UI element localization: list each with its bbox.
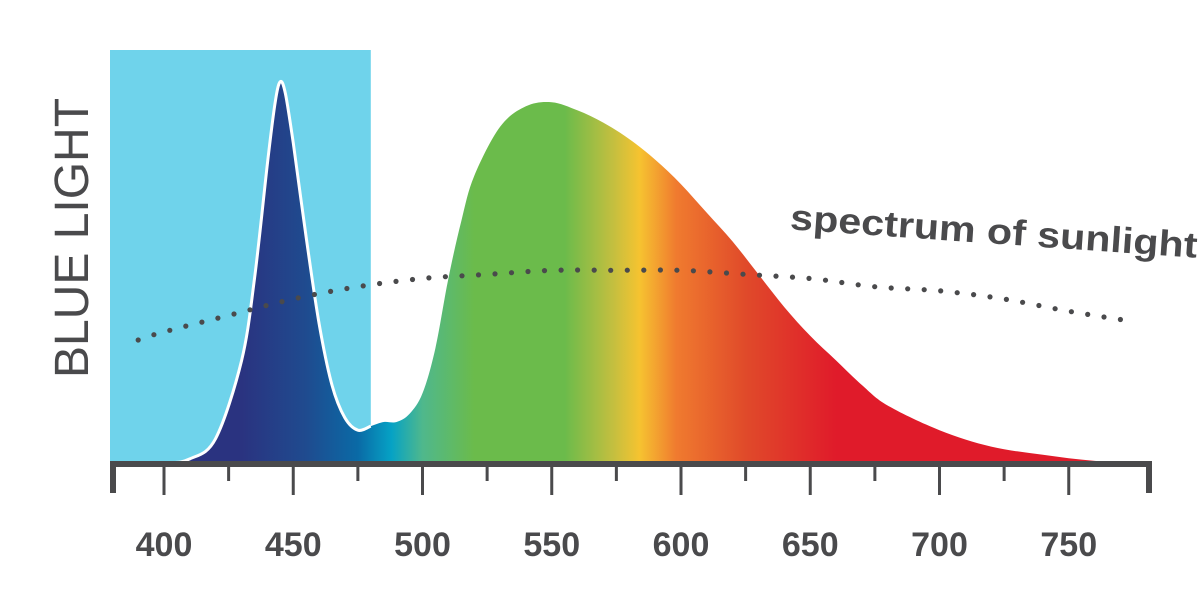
x-axis — [110, 461, 1152, 495]
sunlight-dot — [839, 279, 845, 286]
x-tick-label: 650 — [782, 526, 839, 564]
sunlight-dot — [773, 273, 779, 279]
sunlight-dot — [393, 278, 399, 284]
sunlight-annotation: spectrum of sunlight — [789, 196, 1199, 265]
sunlight-dot — [806, 275, 812, 281]
sunlight-dot — [1117, 316, 1123, 323]
sunlight-dot — [199, 319, 205, 325]
sunlight-dot — [575, 267, 581, 273]
sunlight-dot — [167, 327, 173, 333]
sunlight-dot — [1036, 302, 1042, 309]
sunlight-dotted-line — [135, 267, 1123, 343]
sunlight-dot — [657, 267, 664, 273]
sunlight-dot — [183, 323, 189, 329]
sunlight-dot — [740, 271, 746, 277]
sunlight-dot — [624, 267, 630, 273]
sunlight-dot — [855, 282, 861, 288]
sunlight-dot — [1085, 311, 1091, 317]
sunlight-dot — [608, 267, 614, 273]
sunlight-dot — [311, 291, 317, 298]
sunlight-dot — [541, 268, 548, 274]
y-axis-label: BLUE LIGHT — [46, 98, 99, 378]
sunlight-dot — [690, 268, 697, 274]
sunlight-dot — [707, 269, 713, 275]
sunlight-dot — [674, 267, 680, 273]
sunlight-dot — [789, 274, 796, 280]
x-tick-label: 400 — [136, 526, 193, 564]
sunlight-dot — [442, 274, 448, 280]
sunlight-dot — [888, 285, 894, 291]
sunlight-dot — [328, 288, 334, 294]
sunlight-dot — [360, 283, 366, 289]
sunlight-dot — [215, 315, 221, 321]
sunlight-dot — [591, 267, 597, 273]
x-axis-end-right — [1146, 463, 1152, 493]
sunlight-dot — [409, 276, 416, 283]
x-tick-label: 450 — [265, 526, 322, 564]
emission-outline — [112, 79, 372, 465]
sunlight-dot — [1003, 296, 1010, 302]
sunlight-dot — [822, 277, 829, 283]
sunlight-dot — [525, 268, 531, 275]
sunlight-dot — [1101, 314, 1107, 320]
sunlight-dot — [492, 271, 498, 277]
sunlight-dot — [987, 294, 993, 300]
sunlight-dot — [459, 273, 465, 279]
x-tick-label: 500 — [394, 526, 451, 564]
sunlight-dot — [938, 288, 944, 294]
sunlight-dot — [263, 303, 269, 309]
x-tick-label: 600 — [653, 526, 710, 564]
sunlight-dot — [1052, 306, 1058, 312]
sunlight-dot — [295, 295, 301, 301]
sunlight-dot — [558, 267, 564, 273]
x-axis-line — [110, 461, 1152, 467]
sunlight-dot — [344, 285, 350, 292]
sunlight-dot — [426, 275, 432, 281]
x-tick-labels: 400 450 500 550 600 650 700 750 — [136, 526, 1097, 564]
sunlight-dot — [971, 292, 977, 298]
sunlight-dot — [1020, 299, 1026, 305]
sunlight-dot — [475, 272, 482, 278]
x-tick-label: 550 — [523, 526, 580, 564]
sunlight-dot — [231, 311, 237, 317]
sunlight-dot — [723, 270, 730, 276]
x-tick-label: 700 — [911, 526, 968, 564]
sunlight-dot — [872, 284, 878, 290]
x-tick-label: 750 — [1040, 526, 1097, 564]
sunlight-dot — [151, 332, 157, 338]
sunlight-dot — [756, 272, 763, 278]
sunlight-dot — [641, 267, 647, 273]
sunlight-dot — [1068, 309, 1074, 315]
sunlight-dot — [247, 307, 253, 313]
sunlight-dot — [954, 290, 960, 296]
x-axis-end-left — [110, 463, 116, 493]
sunlight-dot — [921, 287, 927, 293]
sunlight-dot — [905, 286, 911, 292]
emission-area — [112, 81, 1147, 464]
sunlight-dot — [508, 270, 515, 276]
sunlight-dot — [135, 337, 141, 343]
sunlight-dot — [377, 280, 383, 287]
sunlight-dot — [279, 299, 285, 305]
